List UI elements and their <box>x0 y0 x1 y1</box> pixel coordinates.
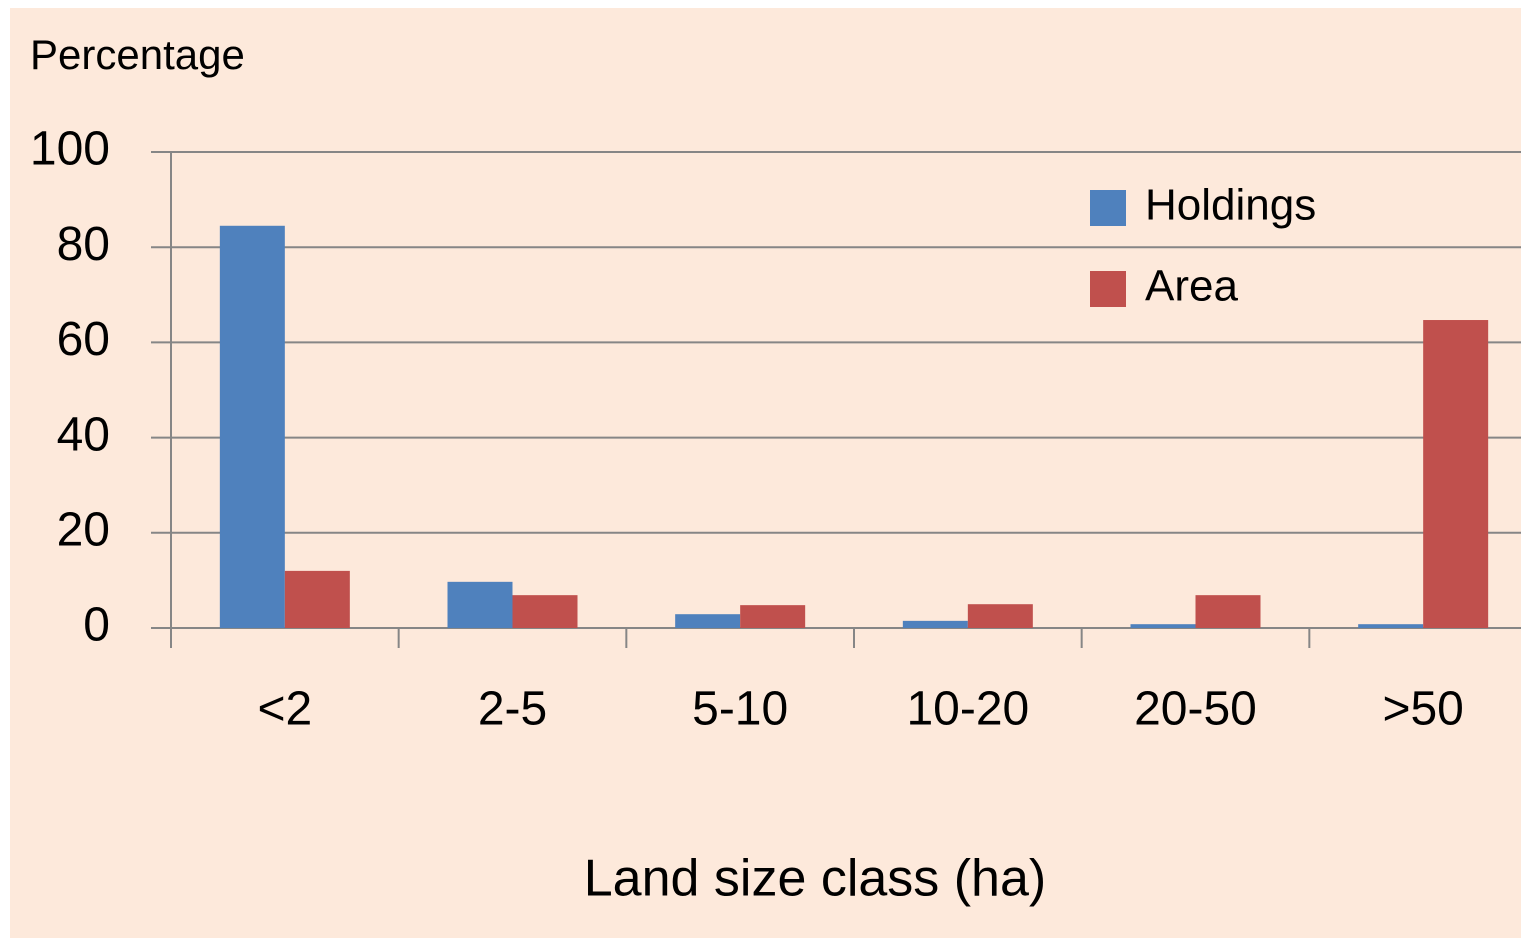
bar <box>675 614 741 628</box>
y-tick-label: 20 <box>57 503 110 556</box>
x-tick-label: 10-20 <box>906 683 1029 736</box>
bar <box>1423 320 1489 628</box>
bar <box>1130 624 1196 628</box>
bar <box>967 604 1033 628</box>
x-tick-label: 20-50 <box>1134 683 1257 736</box>
y-tick-label: 100 <box>30 123 110 176</box>
x-tick-label: >50 <box>1382 683 1463 736</box>
legend-label: Holdings <box>1145 181 1316 230</box>
bar <box>902 620 968 628</box>
y-axis-label: Percentage <box>30 31 245 78</box>
y-tick-label: 80 <box>57 218 110 271</box>
x-axis-label: Land size class (ha) <box>584 850 1046 908</box>
y-tick-label: 60 <box>57 313 110 366</box>
legend-swatch <box>1090 190 1126 226</box>
bar <box>1195 595 1261 628</box>
legend-swatch <box>1090 271 1126 307</box>
bar <box>740 605 806 628</box>
legend-label: Area <box>1145 262 1238 311</box>
bar <box>512 595 578 628</box>
y-tick-label: 0 <box>83 599 110 652</box>
x-tick-label: 2-5 <box>478 683 547 736</box>
x-tick-label: 5-10 <box>692 683 788 736</box>
y-tick-label: 40 <box>57 408 110 461</box>
bar <box>219 225 285 628</box>
bar <box>1358 624 1424 628</box>
x-tick-label: <2 <box>257 683 312 736</box>
bar <box>284 570 350 628</box>
bar <box>447 581 513 628</box>
